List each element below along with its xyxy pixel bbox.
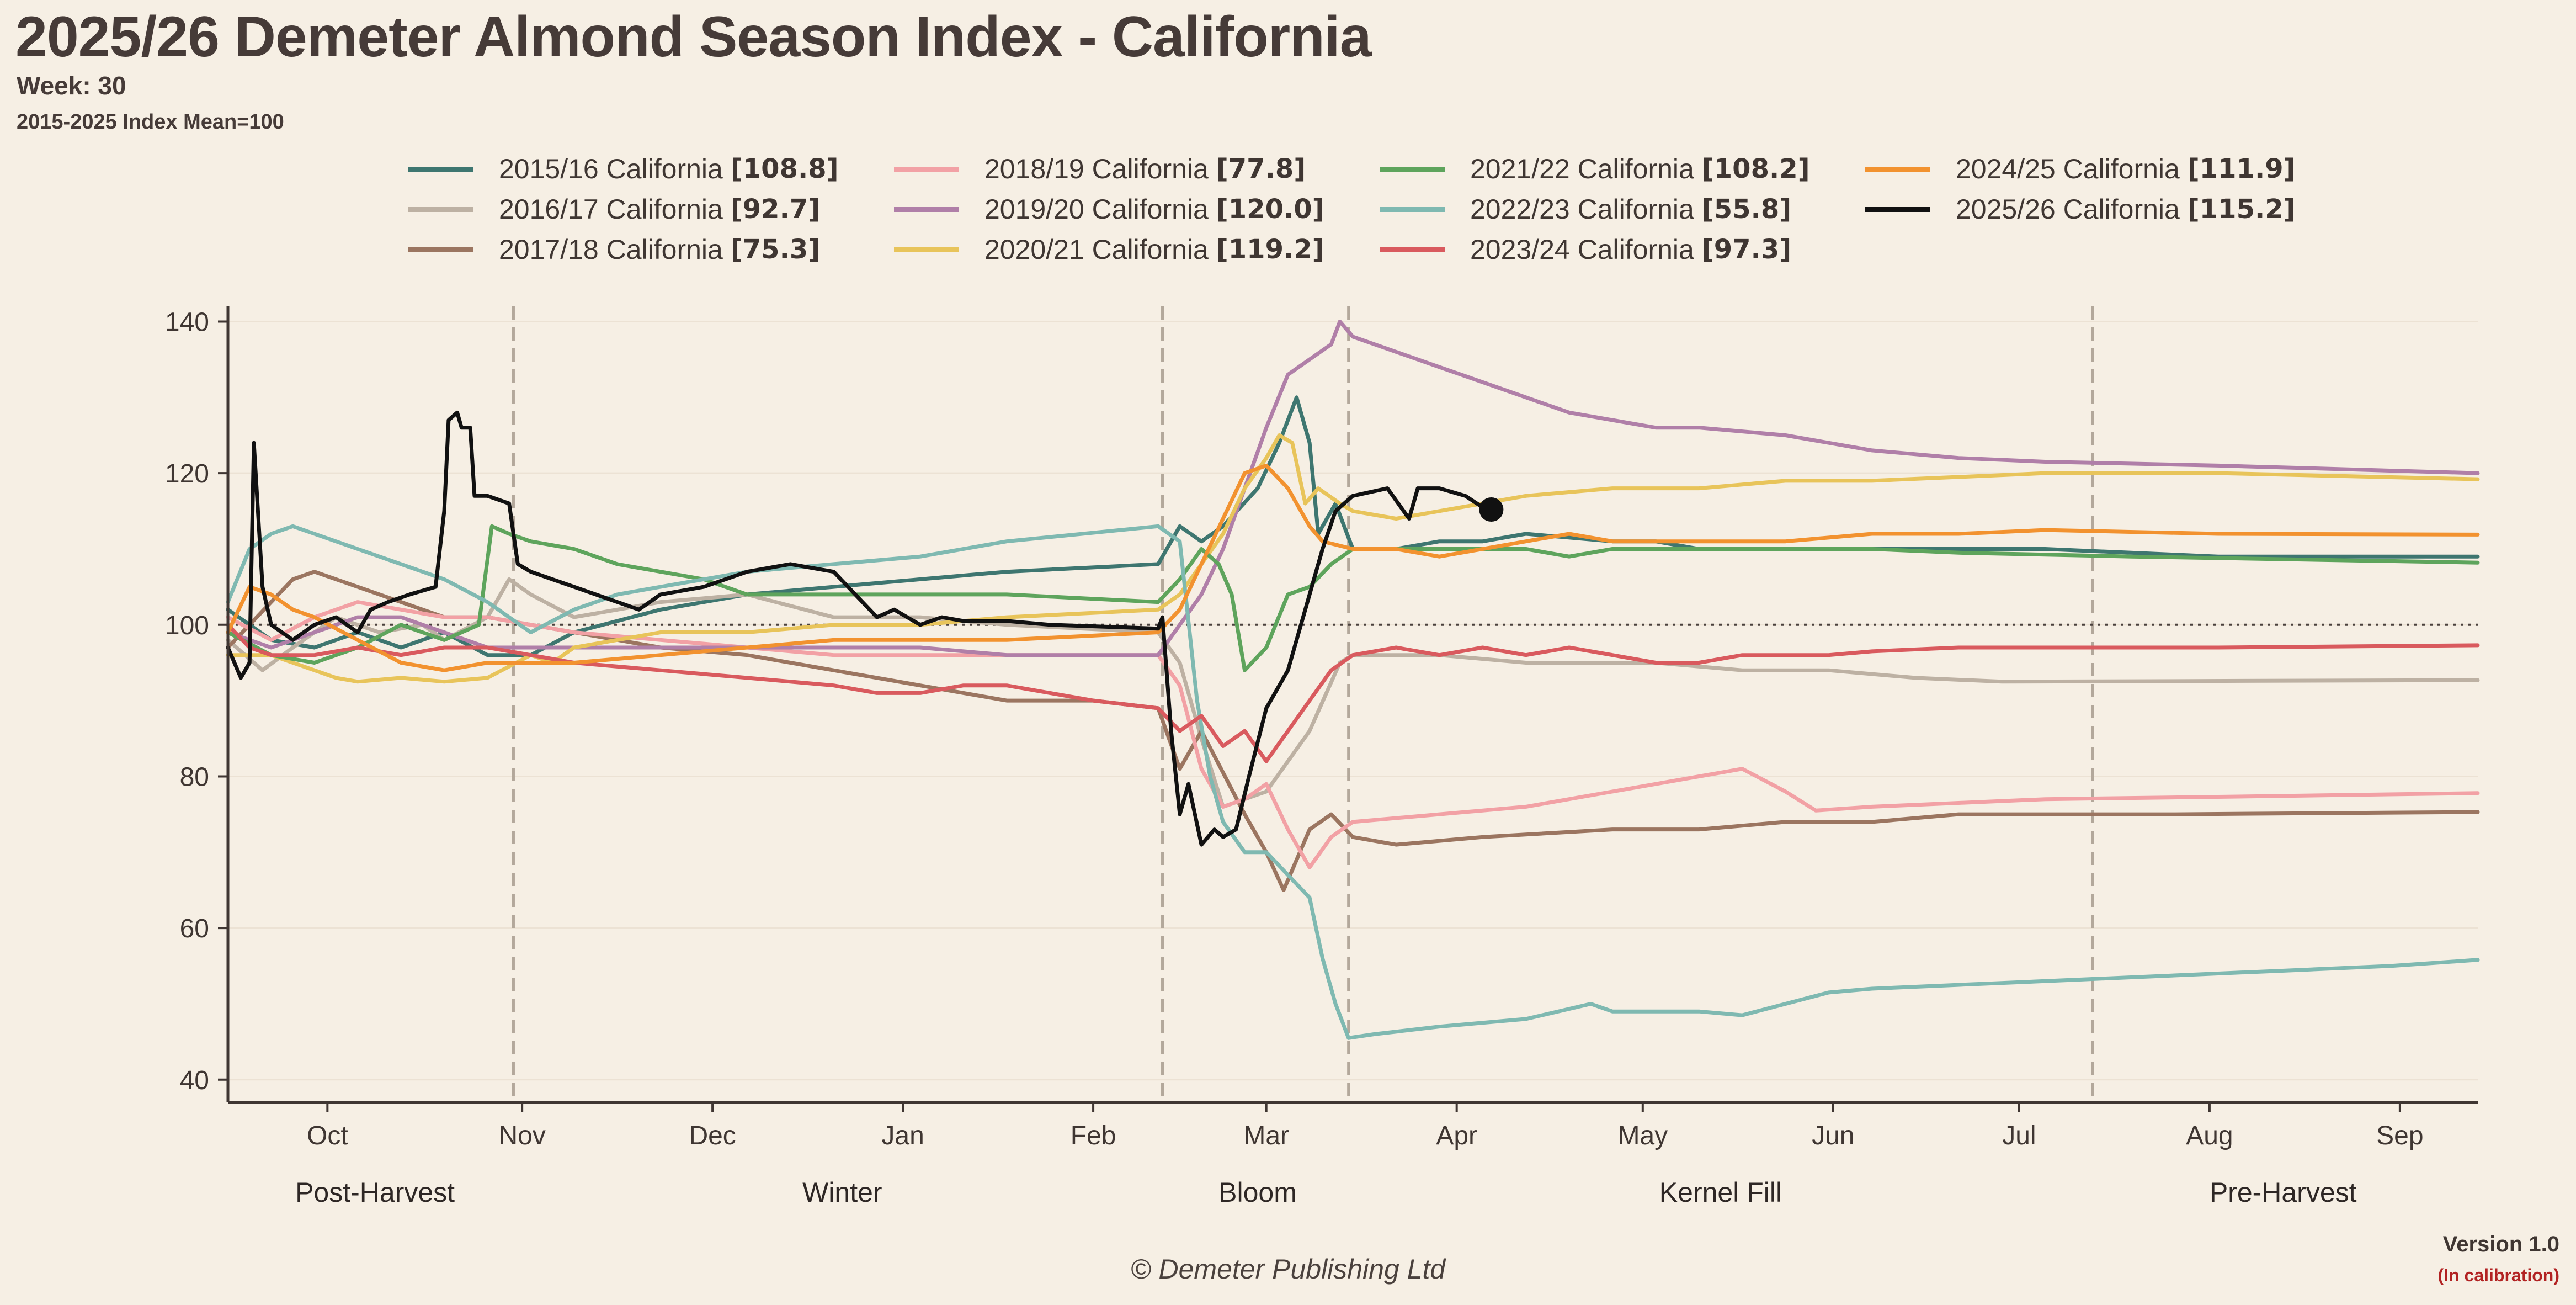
- legend-series-name: 2018/19 California: [984, 153, 1209, 184]
- x-tick-label: Jun: [1812, 1121, 1854, 1150]
- x-tick-label: Aug: [2186, 1121, 2233, 1150]
- series-line: [226, 433, 2480, 684]
- phase-label: Post-Harvest: [295, 1177, 455, 1208]
- legend-series-name: 2023/24 California: [1470, 234, 1694, 265]
- page-title: 2025/26 Demeter Almond Season Index - Ca…: [15, 5, 1372, 69]
- y-tick-label: 140: [165, 307, 209, 337]
- legend-item: 2016/17 California [92.7]: [408, 189, 820, 229]
- legend-item: 2021/22 California [108.2]: [1380, 149, 1810, 189]
- legend-series-value: [97.3]: [1701, 234, 1792, 265]
- legend-swatch: [1380, 166, 1445, 172]
- legend-series-value: [120.0]: [1216, 194, 1324, 225]
- chart-legend: 2015/16 California [108.8] 2016/17 Califor…: [408, 149, 2340, 276]
- legend-series-value: [111.9]: [2187, 153, 2296, 184]
- x-tick-label: Oct: [307, 1121, 348, 1150]
- legend-series-value: [75.3]: [730, 234, 821, 265]
- x-tick-label: Sep: [2376, 1121, 2423, 1150]
- x-tick-label: Mar: [1243, 1121, 1289, 1150]
- current-season-line: [226, 410, 1493, 847]
- series-line: [226, 570, 2480, 892]
- legend-item: 2019/20 California [120.0]: [894, 189, 1324, 229]
- legend-item: 2020/21 California [119.2]: [894, 230, 1324, 269]
- legend-item: 2023/24 California [97.3]: [1380, 230, 1791, 269]
- legend-series-value: [108.2]: [1701, 153, 1810, 184]
- legend-swatch: [894, 206, 959, 212]
- series-line: [226, 623, 2480, 763]
- legend-series-name: 2025/26 California: [1956, 194, 2180, 225]
- legend-series-value: [108.8]: [730, 153, 839, 184]
- phase-label: Winter: [802, 1177, 882, 1208]
- index-mean-note: 2015-2025 Index Mean=100: [17, 110, 284, 134]
- legend-series-name: 2015/16 California: [499, 153, 723, 184]
- legend-series-value: [115.2]: [2187, 194, 2296, 225]
- legend-swatch: [408, 166, 473, 172]
- legend-series-value: [77.8]: [1216, 153, 1306, 184]
- legend-series-name: 2016/17 California: [499, 194, 723, 225]
- week-label: Week: 30: [17, 71, 126, 100]
- y-tick-label: 80: [180, 762, 209, 792]
- legend-item: 2025/26 California [115.2]: [1865, 189, 2296, 229]
- legend-series-value: [55.8]: [1701, 194, 1792, 225]
- legend-series-name: 2021/22 California: [1470, 153, 1694, 184]
- x-tick-label: Jan: [881, 1121, 924, 1150]
- y-tick-label: 100: [165, 611, 209, 640]
- series-line: [226, 524, 2480, 672]
- legend-series-value: [92.7]: [730, 194, 821, 225]
- legend-series-name: 2017/18 California: [499, 234, 723, 265]
- legend-swatch: [1865, 166, 1930, 172]
- x-tick-label: Nov: [498, 1121, 545, 1150]
- legend-series-value: [119.2]: [1216, 234, 1324, 265]
- series-line: [226, 600, 2480, 869]
- copyright-notice: © Demeter Publishing Ltd: [1130, 1254, 1446, 1285]
- series-line: [226, 463, 2480, 672]
- y-tick-label: 120: [165, 459, 209, 489]
- legend-swatch: [408, 247, 473, 252]
- legend-swatch: [408, 206, 473, 212]
- x-tick-label: Dec: [689, 1121, 736, 1150]
- legend-series-name: 2020/21 California: [984, 234, 1209, 265]
- phase-label: Kernel Fill: [1659, 1177, 1782, 1208]
- x-tick-label: Feb: [1071, 1121, 1116, 1150]
- phase-label: Bloom: [1218, 1177, 1297, 1208]
- legend-swatch: [894, 166, 959, 172]
- version-label: Version 1.0: [2442, 1232, 2559, 1256]
- x-tick-label: May: [1617, 1121, 1668, 1150]
- x-tick-label: Jul: [2002, 1121, 2036, 1150]
- legend-item: 2015/16 California [108.8]: [408, 149, 839, 189]
- legend-series-name: 2024/25 California: [1956, 153, 2180, 184]
- legend-swatch: [1380, 247, 1445, 252]
- x-tick-label: Apr: [1436, 1121, 1477, 1150]
- y-tick-label: 40: [180, 1066, 209, 1095]
- legend-item: 2024/25 California [111.9]: [1865, 149, 2296, 189]
- legend-swatch: [1865, 206, 1930, 212]
- legend-series-name: 2019/20 California: [984, 194, 1209, 225]
- legend-item: 2018/19 California [77.8]: [894, 149, 1306, 189]
- current-week-marker: [1479, 497, 1504, 522]
- legend-swatch: [894, 247, 959, 252]
- y-tick-label: 60: [180, 914, 209, 943]
- legend-series-name: 2022/23 California: [1470, 194, 1694, 225]
- series-line: [226, 320, 2480, 657]
- phase-label: Pre-Harvest: [2210, 1177, 2357, 1208]
- calibration-status: (In calibration): [2437, 1265, 2559, 1285]
- legend-swatch: [1380, 206, 1445, 212]
- legend-item: 2017/18 California [75.3]: [408, 230, 820, 269]
- legend-item: 2022/23 California [55.8]: [1380, 189, 1791, 229]
- series-line: [226, 395, 2480, 657]
- series-line: [226, 524, 2480, 1040]
